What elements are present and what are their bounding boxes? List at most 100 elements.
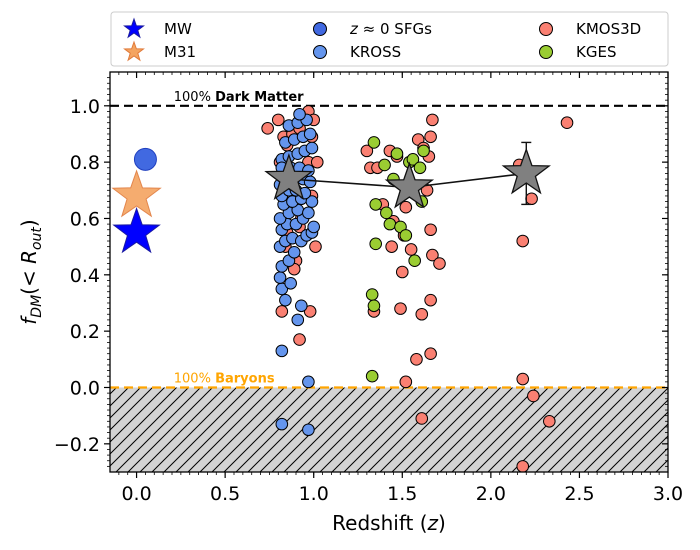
kges-point — [367, 136, 381, 149]
kges-point — [367, 299, 381, 313]
x-tick-label: 1.5 — [387, 483, 417, 505]
kross-point — [273, 271, 287, 284]
kmos3d-legend-marker — [539, 22, 553, 36]
kmos3d-point — [261, 122, 274, 135]
kges-legend-marker — [539, 45, 553, 59]
m31-legend-marker — [123, 40, 145, 62]
kmos3d-point — [275, 305, 289, 318]
y-tick-label: 0.8 — [70, 152, 100, 174]
y-tick-label: 0.2 — [70, 321, 100, 343]
kges-point — [380, 206, 393, 220]
kross-point — [284, 276, 297, 290]
kmos3d-point — [560, 116, 574, 130]
mw-legend-marker — [123, 17, 145, 39]
y-tick-label: 1.0 — [70, 96, 100, 118]
kross-point — [291, 313, 305, 327]
kross-legend-label: KROSS — [350, 43, 401, 61]
kmos3d-legend-label: KMOS3D — [576, 20, 641, 38]
mw-legend-label: MW — [164, 20, 192, 38]
kges-point — [406, 153, 420, 166]
y-tick-label: 0.4 — [70, 265, 100, 287]
kmos3d-point — [271, 113, 285, 127]
kross-point — [303, 127, 317, 141]
kmos3d-point — [399, 200, 413, 214]
svg-text:fDM(< Rout): fDM(< Rout) — [17, 219, 45, 324]
kmos3d-point — [310, 155, 324, 169]
median-star — [384, 161, 435, 209]
kmos3d-point — [385, 240, 398, 253]
dark-matter-label: 100% Dark Matter — [174, 90, 304, 105]
x-tick-label: 0.0 — [121, 483, 151, 505]
kross-point — [305, 195, 319, 208]
kmos3d-point — [426, 248, 439, 262]
z-0-sfgs-legend-marker — [313, 22, 327, 36]
kross-point — [293, 107, 306, 121]
kmos3d-point — [424, 130, 437, 144]
kross-point — [275, 417, 289, 431]
kges-point — [390, 147, 404, 160]
kmos3d-point — [395, 265, 409, 279]
kmos3d-point — [525, 192, 538, 206]
kross-point — [295, 299, 308, 313]
kges-point — [408, 254, 421, 268]
kmos3d-point — [424, 293, 437, 307]
kges-point — [399, 229, 413, 242]
kges-legend-label: KGES — [576, 43, 616, 61]
y-axis-label: fDM(< Rout) — [17, 219, 45, 324]
kmos3d-point — [293, 333, 306, 346]
kmos3d-point — [527, 389, 540, 403]
kmos3d-point — [303, 305, 317, 318]
kges-point — [417, 144, 430, 158]
kges-point — [365, 288, 379, 301]
kmos3d-point — [424, 347, 437, 360]
x-tick-label: 2.0 — [476, 483, 506, 505]
z-0-sfgs-legend-label: z ≈ 0 SFGs — [349, 20, 432, 38]
median-star — [264, 153, 314, 201]
plot-frame — [109, 71, 669, 473]
kges-point — [369, 198, 383, 211]
baryons-label: 100% Baryons — [174, 371, 275, 386]
y-tick-label: 0.0 — [70, 377, 100, 399]
x-tick-label: 3.0 — [653, 483, 683, 505]
x-tick-label: 1.0 — [299, 483, 329, 505]
kmos3d-point — [424, 223, 437, 237]
kmos3d-point — [399, 375, 413, 389]
kmos3d-point — [394, 302, 407, 315]
kges-point — [365, 369, 379, 383]
kmos3d-point — [516, 234, 530, 248]
kross-point — [275, 344, 289, 358]
kmos3d-point — [415, 307, 429, 321]
x-tick-label: 2.5 — [564, 483, 594, 505]
kmos3d-point — [433, 257, 446, 270]
mw-star — [112, 207, 161, 254]
kges-point — [369, 237, 383, 251]
kross-point — [273, 212, 287, 225]
kross-point — [307, 220, 321, 234]
kmos3d-point — [410, 353, 423, 366]
sfg-point — [133, 147, 157, 171]
kges-point — [383, 217, 397, 231]
legend: MW z ≈ 0 SFGs KMOS3D M31 KROSS KGES — [123, 17, 641, 62]
kross-legend-marker — [313, 45, 327, 59]
kmos3d-point — [543, 414, 556, 428]
m31-star — [111, 169, 162, 218]
kross-point — [302, 423, 315, 437]
kmos3d-point — [516, 460, 530, 472]
kross-point — [302, 375, 315, 389]
y-tick-label: 0.6 — [70, 208, 100, 230]
kmos3d-point — [426, 113, 439, 127]
kges-point — [413, 161, 427, 175]
kross-point — [305, 141, 319, 155]
legend-frame — [110, 11, 669, 67]
y-tick-label: −0.2 — [54, 434, 100, 456]
kross-point — [279, 293, 292, 307]
median-star — [501, 147, 551, 195]
hatched-region — [110, 387, 668, 472]
kges-point — [378, 158, 391, 172]
kmos3d-point — [415, 412, 429, 425]
x-axis-label: Redshift (z) — [332, 511, 446, 535]
kmos3d-point — [516, 372, 530, 386]
kmos3d-point — [404, 243, 418, 256]
kmos3d-point — [309, 240, 322, 253]
